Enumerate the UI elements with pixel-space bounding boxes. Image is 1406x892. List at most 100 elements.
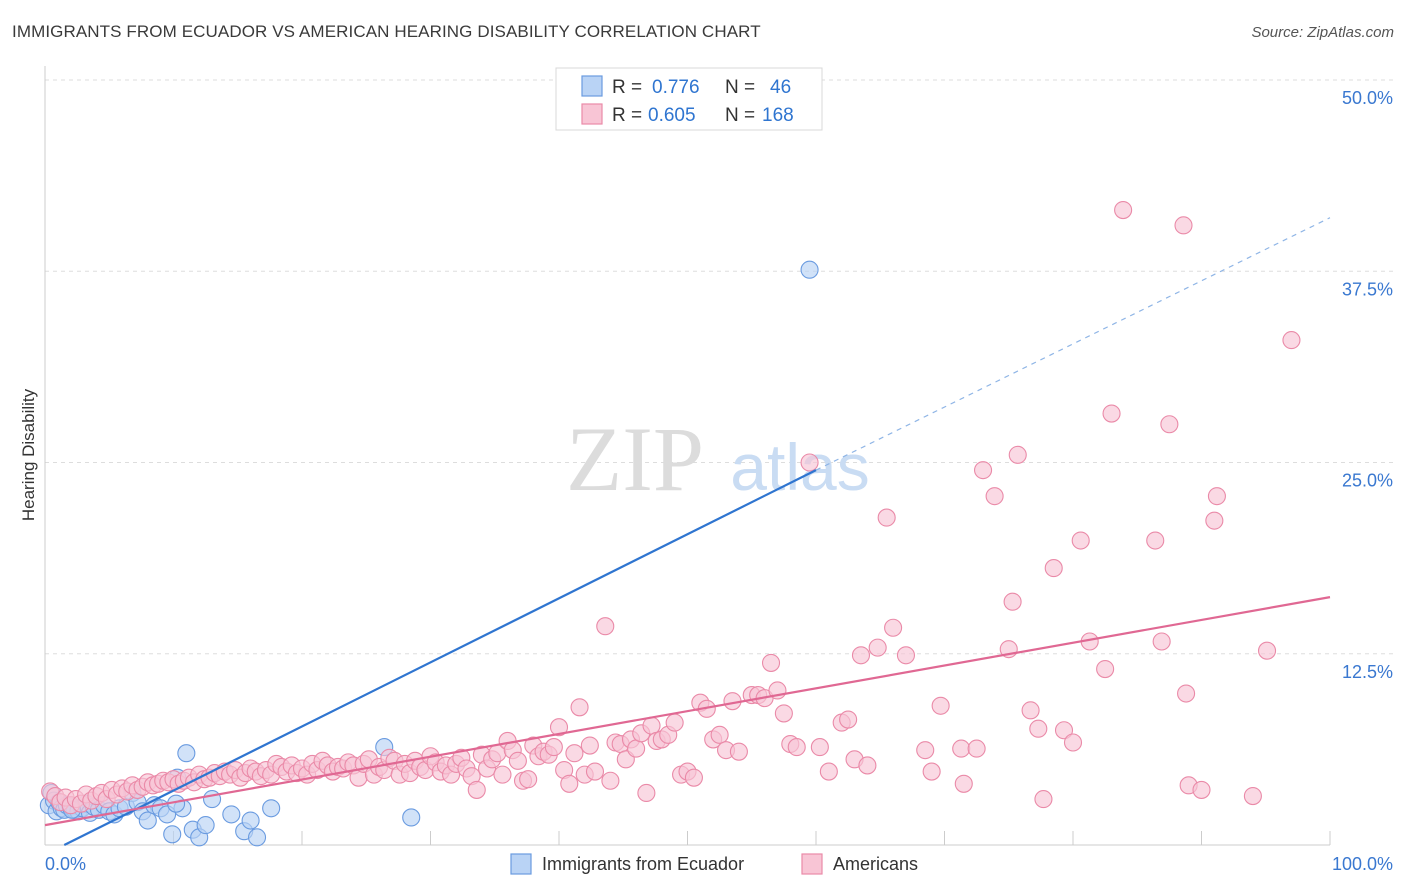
legend-label-americans: Americans: [833, 854, 918, 874]
americans-point-174: [1152, 632, 1171, 651]
legend-swatch-americans: [801, 853, 823, 875]
x-tick-label-max: 100.0%: [1332, 854, 1393, 874]
ecuador-point-24: [138, 811, 157, 830]
americans-point-139: [800, 453, 819, 472]
americans-point-99: [549, 718, 569, 737]
americans-point-136: [774, 704, 793, 723]
legend-n-label-2: N =: [725, 105, 755, 126]
watermark-zip: ZIP: [566, 408, 704, 510]
americans-point-93: [519, 770, 538, 789]
americans-point-176: [1174, 216, 1193, 235]
americans-point-140: [810, 738, 829, 757]
legend-n-value-1: 46: [770, 77, 791, 98]
americans-point-182: [1243, 786, 1262, 806]
ecuador-point-40: [247, 828, 267, 847]
americans-point-101: [560, 774, 579, 793]
americans-point-180: [1205, 511, 1224, 530]
americans-point-141: [819, 762, 838, 781]
americans-point-123: [684, 768, 703, 787]
americans-point-165: [1044, 559, 1063, 578]
ecuador-trend-extension: [815, 217, 1331, 471]
americans-point-170: [1096, 659, 1115, 679]
watermark-atlas: atlas: [730, 430, 869, 504]
legend-bottom: Immigrants from Ecuador Americans: [510, 853, 918, 875]
ecuador-point-32: [177, 744, 196, 763]
ecuador-point-39: [241, 811, 260, 830]
americans-point-127: [710, 725, 729, 744]
americans-point-173: [1146, 531, 1165, 550]
americans-point-172: [1114, 201, 1133, 220]
legend-n-label-1: N =: [725, 77, 755, 98]
americans-point-138: [787, 738, 806, 757]
americans-point-91: [508, 751, 527, 770]
americans-point-130: [729, 742, 748, 761]
x-tick-label-min: 0.0%: [45, 854, 86, 874]
americans-point-149: [884, 618, 903, 637]
americans-point-102: [565, 744, 584, 763]
legend-r-label-1: R =: [612, 77, 642, 98]
y-tick-label-0: 12.5%: [1342, 662, 1393, 682]
americans-point-98: [544, 738, 563, 757]
legend-r-value-1: 0.776: [652, 77, 700, 98]
americans-point-154: [952, 739, 971, 758]
ecuador-point-43: [402, 808, 421, 827]
americans-point-167: [1063, 733, 1083, 752]
americans-point-184: [1282, 331, 1301, 350]
y-axis-label: Hearing Disability: [19, 388, 38, 521]
legend-n-value-2: 168: [762, 105, 794, 126]
americans-point-163: [1029, 719, 1048, 738]
americans-point-179: [1192, 780, 1211, 799]
y-tick-label-3: 50.0%: [1342, 88, 1393, 108]
americans-point-106: [585, 762, 605, 781]
y-tick-label-2: 37.5%: [1342, 279, 1393, 299]
americans-point-88: [493, 765, 512, 784]
americans-point-148: [877, 508, 896, 527]
legend-swatch-ecuador: [510, 853, 532, 875]
americans-point-175: [1160, 415, 1179, 434]
tick-labels: 12.5% 25.0% 37.5% 50.0% 0.0% 100.0%: [45, 88, 1393, 874]
ecuador-point-28: [163, 825, 182, 844]
ecuador-point-35: [196, 816, 215, 835]
ecuador-point-44: [800, 260, 819, 279]
data-points: [39, 201, 1301, 847]
americans-point-105: [580, 736, 599, 755]
americans-point-150: [896, 646, 916, 665]
americans-point-160: [1003, 592, 1022, 611]
watermark: ZIP atlas: [566, 408, 870, 510]
americans-point-113: [627, 739, 646, 758]
americans-point-145: [851, 646, 871, 665]
americans-point-151: [916, 741, 935, 760]
americans-point-162: [1021, 701, 1040, 720]
legend-r-label-2: R =: [612, 105, 642, 126]
americans-point-181: [1207, 487, 1226, 506]
americans-point-146: [858, 756, 877, 775]
americans-point-171: [1102, 404, 1121, 423]
y-tick-label-1: 25.0%: [1342, 471, 1393, 491]
legend-label-ecuador: Immigrants from Ecuador: [542, 854, 744, 874]
americans-point-115: [637, 783, 656, 803]
grid-lines: [45, 79, 1395, 655]
americans-point-83: [467, 780, 486, 799]
americans-point-156: [967, 739, 986, 758]
legend-stats: R = 0.776 N = 46 R = 0.605 N = 168: [555, 67, 823, 131]
americans-point-147: [868, 638, 887, 657]
americans-point-164: [1034, 790, 1053, 809]
legend-r-value-2: 0.605: [648, 105, 696, 126]
americans-point-143: [839, 710, 858, 729]
ecuador-point-41: [262, 799, 281, 818]
americans-trend-line: [44, 596, 1331, 827]
trend-lines: [44, 217, 1331, 846]
americans-point-158: [985, 487, 1004, 506]
ecuador-trend-line: [63, 469, 817, 846]
americans-point-134: [761, 653, 781, 672]
americans-point-153: [931, 696, 950, 715]
americans-point-183: [1257, 641, 1277, 660]
americans-point-157: [973, 461, 993, 480]
chart-title: IMMIGRANTS FROM ECUADOR VS AMERICAN HEAR…: [12, 22, 761, 41]
legend-stats-swatch-pink: [581, 103, 603, 125]
americans-point-166: [1054, 721, 1074, 740]
ecuador-point-36: [203, 790, 222, 809]
americans-point-107: [596, 617, 615, 636]
americans-point-161: [1008, 445, 1027, 464]
